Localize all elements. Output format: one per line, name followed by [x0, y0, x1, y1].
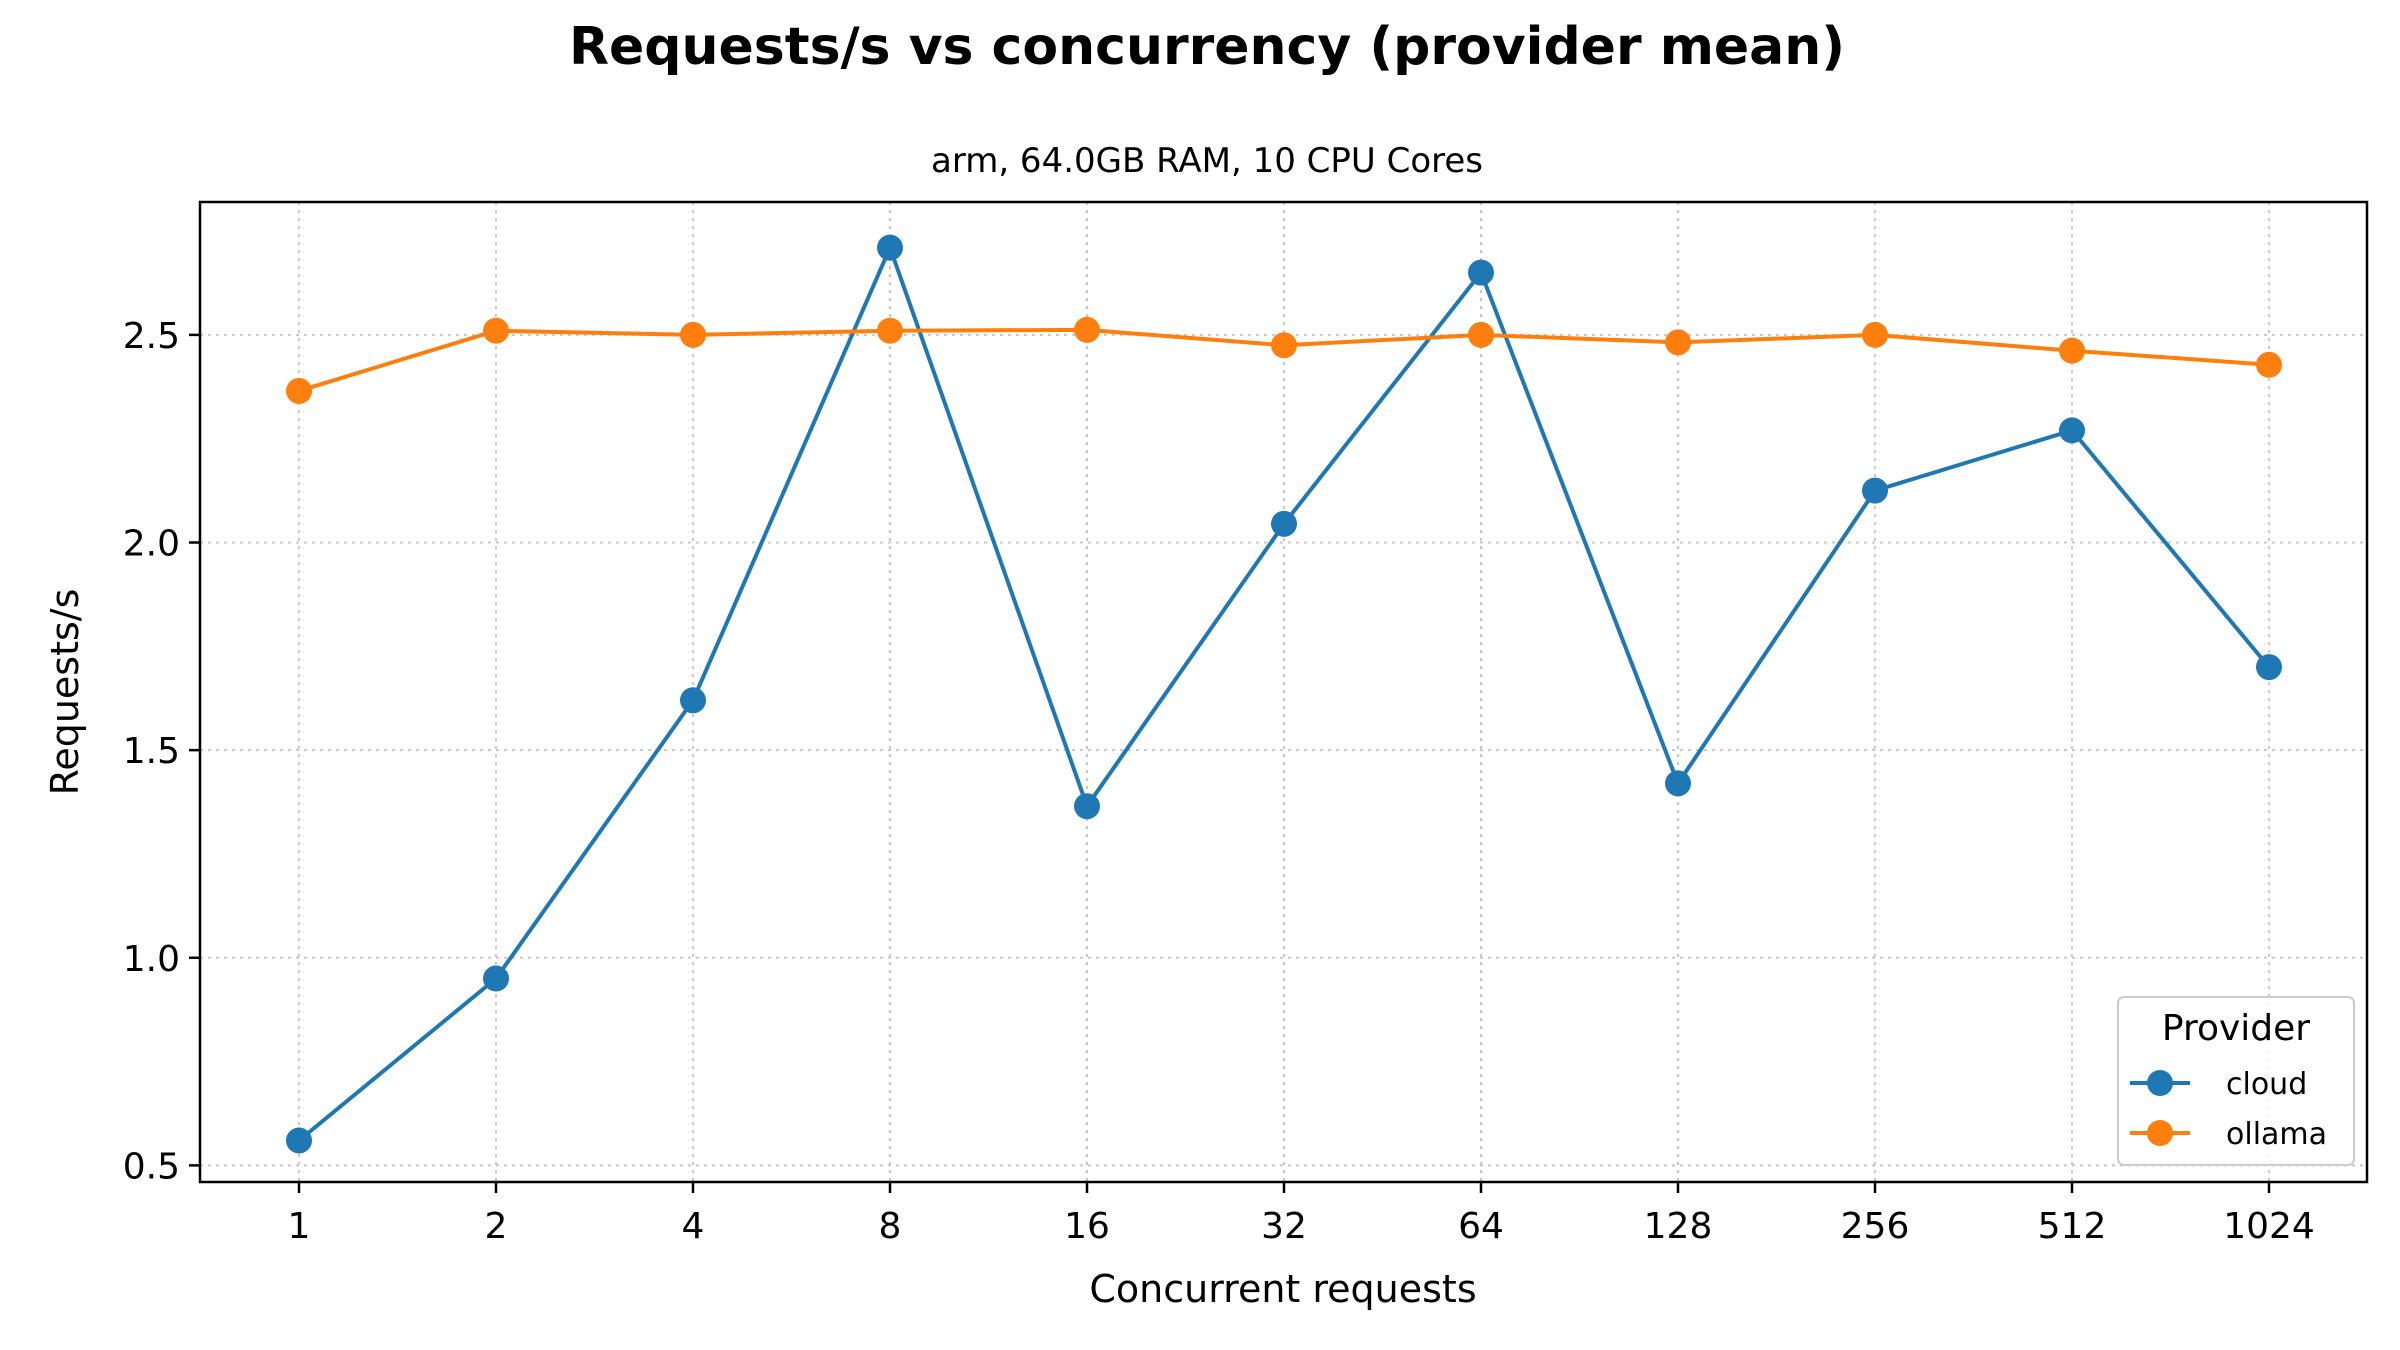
x-tick-label: 8	[879, 1206, 902, 1247]
series-layer	[286, 234, 2282, 1154]
x-axis: 1 2 4 8 16 32 64 128 256 512 1024	[288, 1182, 2315, 1247]
x-tick-label: 64	[1458, 1206, 1504, 1247]
legend-title: Provider	[2162, 1008, 2310, 1049]
x-tick-label: 1024	[2223, 1206, 2315, 1247]
y-tick-label: 0.5	[123, 1146, 180, 1187]
data-point-ollama	[2059, 337, 2085, 364]
legend-box	[2117, 996, 2355, 1166]
data-point-cloud	[1862, 477, 1888, 504]
data-point-ollama	[1468, 321, 1494, 348]
legend-marker-ollama	[2147, 1120, 2173, 1146]
data-point-cloud	[1665, 770, 1691, 797]
chart-subtitle: arm, 64.0GB RAM, 10 CPU Cores	[931, 141, 1483, 181]
x-tick-label: 32	[1261, 1206, 1307, 1247]
y-axis-label: Requests/s	[43, 589, 87, 796]
data-point-cloud	[2059, 417, 2085, 444]
data-point-ollama	[286, 377, 312, 404]
data-point-ollama	[1862, 321, 1888, 348]
x-axis-label: Concurrent requests	[1089, 1267, 1476, 1311]
data-point-ollama	[1271, 332, 1297, 359]
x-tick-label: 128	[1644, 1206, 1713, 1247]
y-tick-label: 1.0	[123, 939, 180, 980]
legend-marker-cloud	[2147, 1070, 2173, 1096]
data-point-cloud	[286, 1127, 312, 1154]
legend-label-ollama: ollama	[2226, 1117, 2327, 1152]
data-point-cloud	[1271, 510, 1297, 537]
data-point-cloud	[1074, 793, 1100, 820]
data-point-ollama	[680, 321, 706, 348]
y-tick-label: 1.5	[123, 731, 180, 772]
y-tick-label: 2.0	[123, 524, 180, 565]
data-point-ollama	[2256, 351, 2282, 378]
chart-title: Requests/s vs concurrency (provider mean…	[569, 17, 1845, 77]
x-tick-label: 512	[2038, 1206, 2107, 1247]
legend-label-cloud: cloud	[2226, 1067, 2307, 1102]
data-point-cloud	[2256, 654, 2282, 681]
x-tick-label: 16	[1064, 1206, 1110, 1247]
data-point-ollama	[1074, 316, 1100, 343]
legend: Provider cloud ollama	[2117, 996, 2355, 1166]
data-point-cloud	[483, 965, 509, 992]
x-tick-label: 2	[485, 1206, 508, 1247]
data-point-ollama	[877, 317, 903, 344]
y-axis: 0.5 1.0 1.5 2.0 2.5	[123, 316, 200, 1187]
data-point-ollama	[1665, 329, 1691, 356]
data-point-ollama	[483, 317, 509, 344]
data-point-cloud	[877, 234, 903, 261]
data-point-cloud	[1468, 259, 1494, 286]
y-tick-label: 2.5	[123, 316, 180, 357]
x-tick-label: 256	[1841, 1206, 1910, 1247]
x-tick-label: 1	[288, 1206, 311, 1247]
x-tick-label: 4	[682, 1206, 705, 1247]
data-point-cloud	[680, 687, 706, 714]
